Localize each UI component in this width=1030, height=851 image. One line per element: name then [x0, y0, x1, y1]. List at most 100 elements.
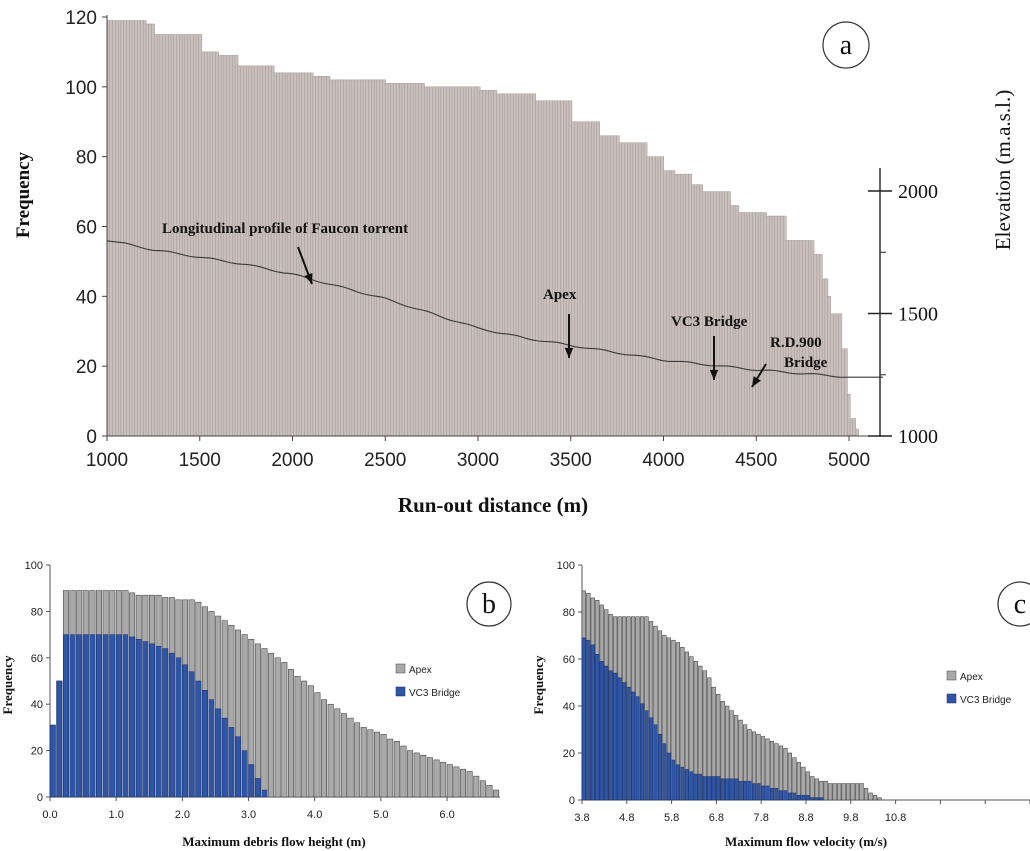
- vc3-bar: [608, 670, 613, 801]
- vc3-bar: [769, 788, 775, 801]
- frequency-bar: [855, 428, 859, 437]
- legend-vc3-label: VC3 Bridge: [960, 695, 1012, 706]
- apex-bar: [261, 648, 268, 798]
- vc3-bar: [693, 773, 698, 801]
- x-tick-label: 3.0: [241, 809, 256, 821]
- panel-letter: c: [1014, 589, 1026, 620]
- vc3-bar: [639, 703, 645, 801]
- x-tick-label: 3000: [457, 450, 499, 471]
- y-axis-title: Frequency: [531, 655, 546, 714]
- x-tick-label: 6.8: [709, 812, 724, 824]
- apex-bar: [268, 652, 275, 798]
- y2-tick-label: 1500: [898, 304, 938, 326]
- vc3-bar: [221, 717, 228, 798]
- apex-bar: [387, 738, 394, 798]
- vc3-bar: [613, 672, 618, 801]
- apex-bar: [846, 783, 851, 801]
- y-axis-title: Frequency: [13, 151, 34, 238]
- vc3-bar: [254, 778, 261, 798]
- x-tick-label: 5000: [828, 450, 870, 471]
- apex-bar: [393, 741, 400, 798]
- apex-bar: [850, 783, 855, 801]
- vc3-bar: [796, 795, 801, 801]
- vc3-bar: [175, 657, 182, 798]
- apex-bar: [294, 676, 301, 798]
- y-tick-label: 0: [86, 427, 97, 448]
- x-tick-label: 1.0: [109, 809, 124, 821]
- vc3-bar: [666, 752, 672, 801]
- apex-bar: [301, 680, 308, 798]
- panel-c: 0 20 40 60 80 100 3.8 4.8 5.8 6.8 7.8 8.8 9.8 10.8 Max…: [531, 560, 1030, 849]
- vc3-bar: [819, 797, 824, 801]
- vc3-bar: [62, 634, 69, 798]
- apex-bar: [274, 657, 281, 798]
- vc3-bar: [248, 764, 255, 798]
- panel-letter-circle: [466, 581, 512, 627]
- y-tick-label: 40: [31, 699, 43, 711]
- x-tick-label: 1000: [86, 450, 128, 471]
- apex-bar: [828, 783, 833, 801]
- vc3-bar: [662, 743, 667, 801]
- y-tick-label: 60: [31, 653, 43, 665]
- y-tick-label: 100: [557, 560, 575, 572]
- y-tick-label: 20: [563, 748, 575, 760]
- panel-letter-circle: [822, 21, 870, 69]
- apex-bar: [321, 699, 327, 798]
- vc3-bar: [711, 776, 716, 801]
- vc3-bar: [162, 648, 169, 798]
- x-tick-label: 0.0: [42, 809, 57, 821]
- x-tick-label: 9.8: [843, 812, 858, 824]
- vc3-bar: [96, 634, 103, 798]
- apex-bar: [281, 662, 288, 798]
- vc3-bar: [82, 634, 89, 798]
- y-tick-label: 20: [76, 357, 97, 378]
- x-tick-label: 3.8: [574, 812, 589, 824]
- apex-bar: [380, 734, 387, 798]
- apex-bar: [868, 792, 873, 801]
- vc3-bar: [631, 691, 636, 801]
- apex-bar: [440, 761, 447, 798]
- apex-bar: [453, 766, 460, 798]
- vc3-bar: [201, 690, 208, 798]
- vc3-bar: [738, 780, 743, 801]
- apex-bar: [810, 776, 815, 801]
- apex-bar: [493, 789, 500, 798]
- vc3-bar: [698, 773, 703, 801]
- vc3-bar: [747, 780, 752, 801]
- elevation-profile-line: [106, 240, 883, 378]
- apex-bar: [466, 771, 473, 798]
- vc3-bar: [241, 750, 248, 798]
- legend-apex-swatch: [395, 663, 406, 674]
- apex-bar: [426, 757, 433, 798]
- vc3-bar: [115, 634, 122, 798]
- vc3-bar: [778, 790, 784, 801]
- legend-vc3-swatch: [946, 693, 957, 704]
- vc3-bar: [626, 686, 631, 801]
- apex-bar: [334, 708, 341, 798]
- annotation-profile-label: Longitudinal profile of Faucon torrent: [162, 221, 408, 237]
- y-tick-label: 100: [65, 78, 97, 99]
- apex-bar: [863, 788, 869, 801]
- apex-bar: [347, 717, 354, 798]
- legend-vc3-swatch: [395, 686, 406, 697]
- vc3-bar: [644, 710, 649, 801]
- vc3-bar: [792, 792, 797, 801]
- vc3-bar: [729, 778, 734, 801]
- panel-a: 0 20 40 60 80 100 120 1000 1500 2000 2500 3000 3500 4…: [13, 8, 1015, 517]
- y-tick-label: 120: [65, 8, 97, 29]
- legend-vc3-label: VC3 Bridge: [409, 688, 461, 699]
- vc3-bar: [734, 778, 739, 801]
- y2-tick-label: 2000: [898, 181, 938, 203]
- vc3-bar: [182, 664, 189, 798]
- y-tick-label: 40: [563, 701, 575, 713]
- x-tick-label: 10.8: [885, 812, 906, 824]
- vc3-bar: [680, 766, 685, 801]
- x-tick-label: 8.8: [798, 812, 813, 824]
- apex-bar: [314, 692, 321, 798]
- vc3-bar: [188, 671, 195, 798]
- vc3-bar: [142, 641, 149, 798]
- y-tick-label: 20: [31, 746, 43, 758]
- vc3-bar: [689, 771, 694, 801]
- apex-bar: [872, 795, 878, 801]
